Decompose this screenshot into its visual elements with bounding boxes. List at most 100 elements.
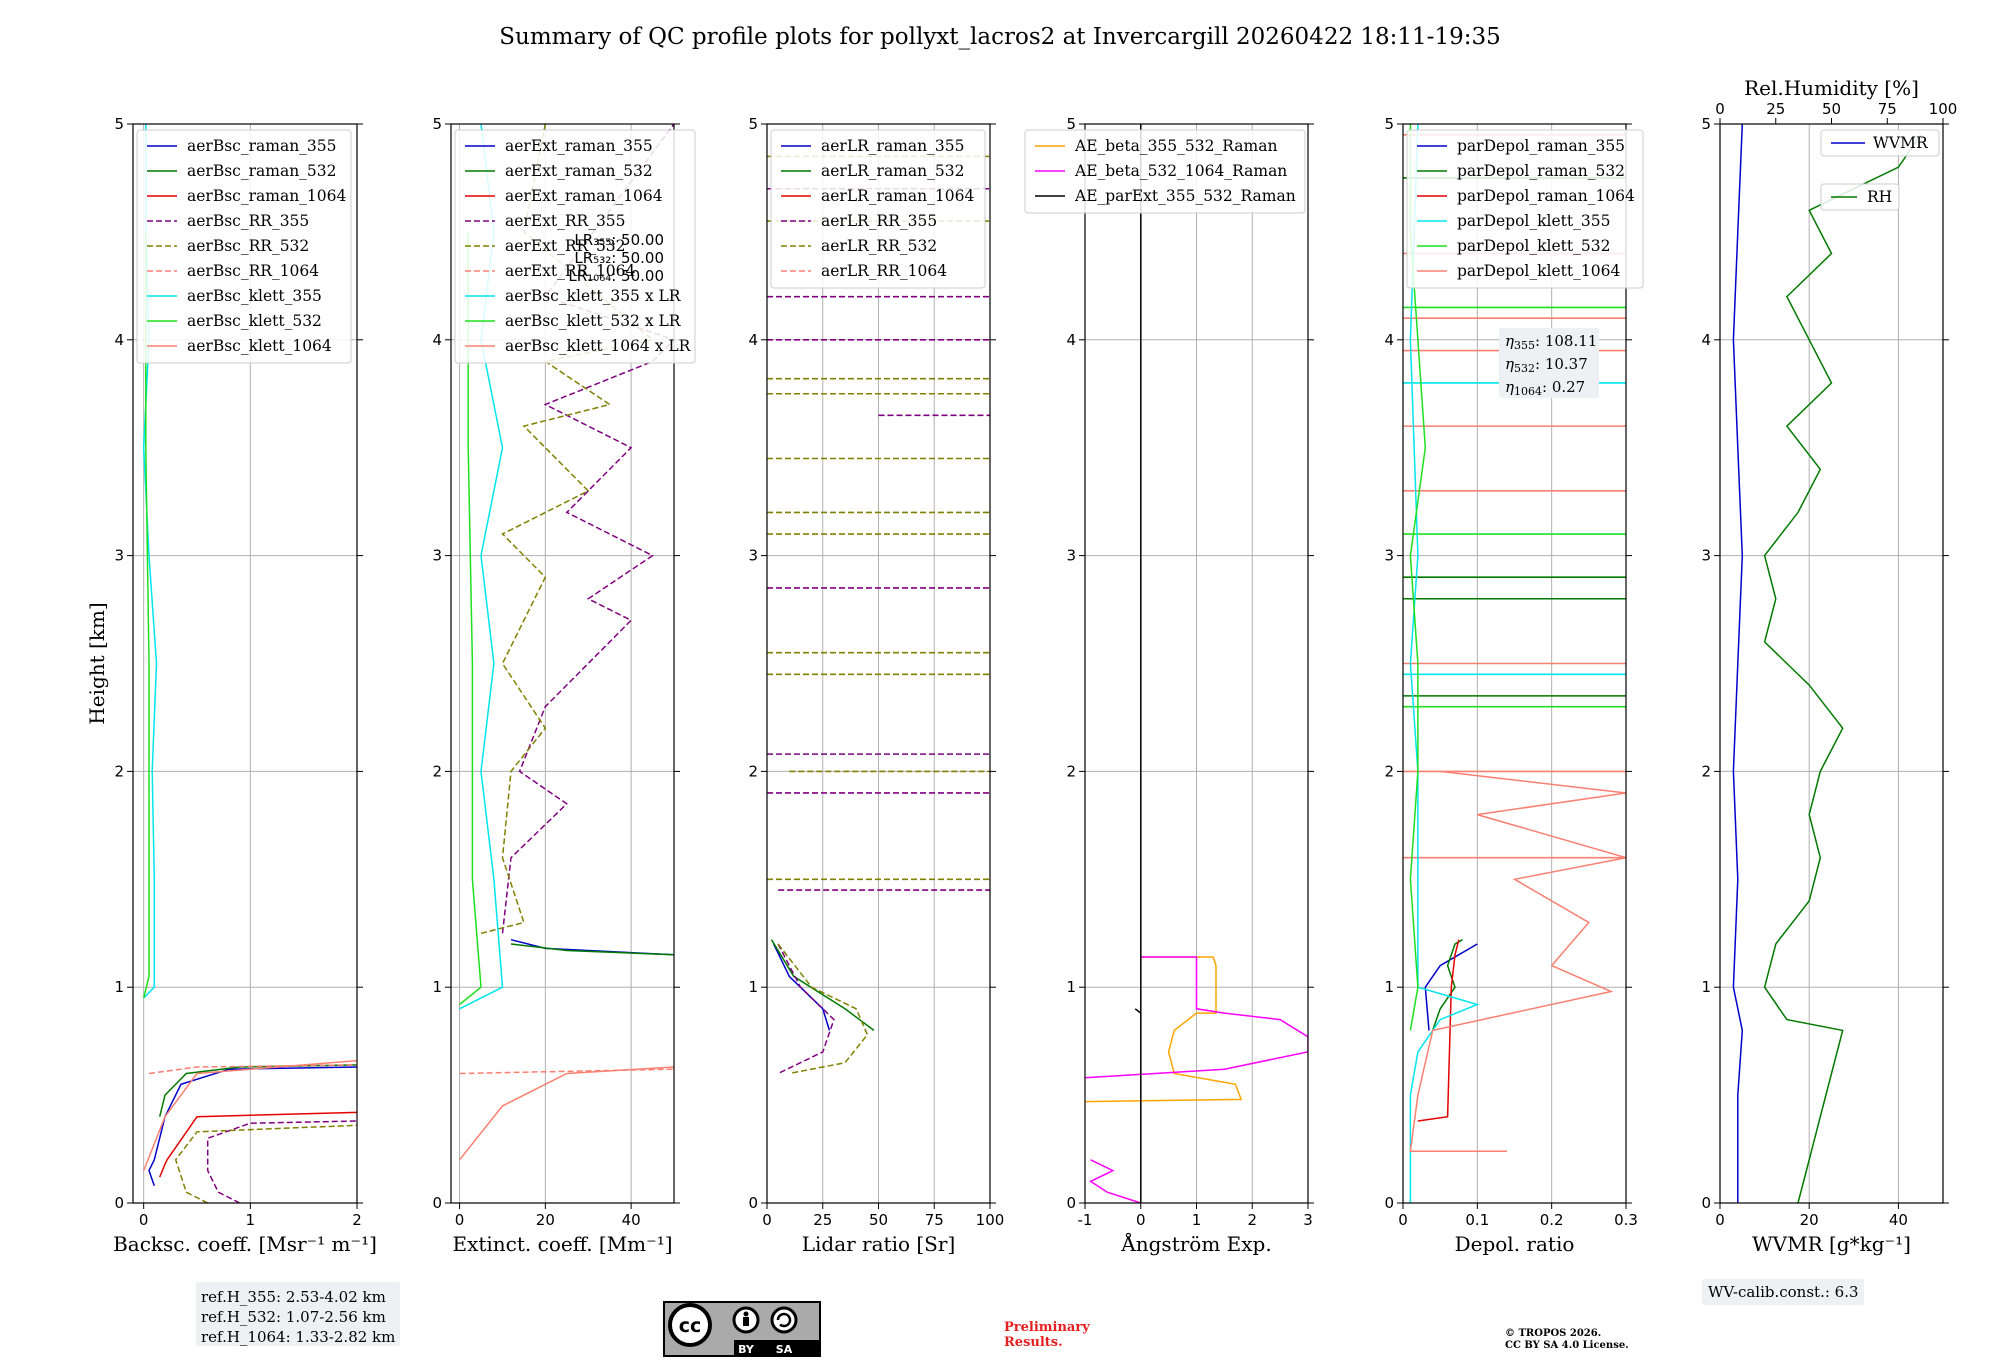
legend-label: aerExt_raman_1064 <box>505 187 663 205</box>
y-tick-label: 5 <box>1701 115 1711 133</box>
refh-line-355: ref.H_355: 2.53-4.02 km <box>201 1288 386 1306</box>
y-tick-label: 5 <box>1066 115 1076 133</box>
legend: WVMR RH <box>1820 129 1940 211</box>
x-tick-label: 0.3 <box>1614 1211 1638 1229</box>
y-tick-label: 5 <box>1384 115 1394 133</box>
top-tick-label: 50 <box>1822 100 1841 118</box>
sa-label: SA <box>776 1343 793 1356</box>
series-WVMR <box>1732 124 1744 1203</box>
legend: AE_beta_355_532_Raman AE_beta_532_1064_Ra… <box>1024 129 1306 214</box>
x-axis-label: Ångström Exp. <box>1120 1231 1271 1256</box>
y-tick-label: 3 <box>114 547 124 565</box>
x-axis-label: Extinct. coeff. [Mm⁻¹] <box>452 1232 672 1256</box>
y-tick-label: 1 <box>1384 978 1394 996</box>
copyright-line2: CC BY SA 4.0 License. <box>1505 1340 1629 1351</box>
lr-annotation: LR₅₃₂: 50.00 <box>574 249 664 267</box>
y-tick-label: 3 <box>748 547 758 565</box>
legend-label: aerLR_RR_355 <box>821 212 937 230</box>
copyright-line1: © TROPOS 2026. <box>1505 1328 1601 1339</box>
y-tick-label: 0 <box>1701 1194 1711 1212</box>
top-tick-label: 75 <box>1878 100 1897 118</box>
y-tick-label: 4 <box>432 331 442 349</box>
x-tick-label: 0 <box>762 1211 772 1229</box>
x-tick-label: 1 <box>246 1211 256 1229</box>
x-axis-label: Lidar ratio [Sr] <box>802 1232 956 1256</box>
eta-value: η355: 108.11 <box>1505 332 1597 352</box>
series-AE_beta_355_532_Raman <box>1085 956 1243 1103</box>
refh-box: ref.H_355: 2.53-4.02 km ref.H_532: 1.07-… <box>196 1282 400 1346</box>
cc-icon-label: cc <box>679 1315 702 1337</box>
series-aerLR_raman_532 <box>770 939 875 1032</box>
panel-extinction: 0 20 40 0 1 2 3 4 5 Extinct. coeff. [Mm⁻¹] aerExt_… <box>432 115 696 1256</box>
legend-label: aerBsc_RR_532 <box>187 237 309 255</box>
wv-calib-box: WV-calib.const.: 6.3 <box>1702 1279 1864 1305</box>
legend-label: aerLR_RR_532 <box>821 237 937 255</box>
by-label: BY <box>738 1343 755 1356</box>
legend-label: aerExt_raman_532 <box>505 162 653 180</box>
x-tick-label: 0 <box>1398 1211 1408 1229</box>
y-tick-label: 4 <box>748 331 758 349</box>
x-tick-label: 20 <box>1800 1211 1819 1229</box>
legend-label: RH <box>1867 188 1892 206</box>
panel-backscatter: 0 1 2 0 1 2 3 4 5 Backsc. coeff. [Msr⁻¹ m⁻¹] Heigh… <box>85 115 377 1256</box>
y-tick-label: 2 <box>1066 762 1076 780</box>
legend-label: aerExt_RR_532 <box>505 237 626 255</box>
legend-label: parDepol_raman_532 <box>1457 162 1625 180</box>
y-tick-label: 1 <box>114 978 124 996</box>
y-tick-label: 5 <box>114 115 124 133</box>
axes-frame <box>132 123 358 1204</box>
panel-lidar_ratio: 0 25 50 75 100 0 1 2 3 4 5 Lidar ratio [Sr] aerLR_ra… <box>748 115 1004 1256</box>
y-tick-label: 1 <box>1066 978 1076 996</box>
y-tick-label: 4 <box>1066 331 1076 349</box>
y-tick-label: 2 <box>1384 762 1394 780</box>
axes-frame <box>1719 123 1944 1204</box>
legend-label: aerBsc_raman_532 <box>187 162 337 180</box>
x-tick-label: 0 <box>455 1211 465 1229</box>
lr-annotation: LR₃₅₅: 50.00 <box>574 231 664 249</box>
x-tick-label: 0 <box>1136 1211 1146 1229</box>
plot-area <box>1732 124 1922 1203</box>
x-tick-label: 100 <box>976 1211 1005 1229</box>
legend-label: parDepol_raman_355 <box>1457 137 1625 155</box>
x-tick-label: 0 <box>1715 1211 1725 1229</box>
top-tick-label: 100 <box>1929 100 1958 118</box>
series-RH <box>1763 134 1922 1203</box>
x-tick-label: 1 <box>1192 1211 1202 1229</box>
axes-frame <box>450 123 675 1204</box>
y-tick-label: 2 <box>748 762 758 780</box>
series-parDepol_raman_1064 <box>1417 939 1460 1122</box>
cc-license-badge: cc BY SA <box>663 1301 821 1357</box>
preliminary-line2: Results. <box>1004 1335 1063 1350</box>
legend-label: aerBsc_raman_355 <box>187 137 337 155</box>
panel-depolarization: 0 0.1 0.2 0.3 0 1 2 3 4 5 Depol. ratio parDepol_ram… <box>1384 115 1644 1256</box>
legend-label: aerBsc_klett_355 <box>187 287 322 305</box>
y-tick-label: 2 <box>114 762 124 780</box>
series-AE_beta_532_1064_Raman <box>1085 956 1308 1079</box>
legend: parDepol_raman_355 parDepol_raman_532 parD… <box>1406 129 1644 289</box>
legend-label: aerBsc_RR_355 <box>187 212 309 230</box>
series-aerBsc_raman_355 <box>148 1066 357 1186</box>
x-tick-label: 25 <box>813 1211 832 1229</box>
x-tick-label: 2 <box>1247 1211 1257 1229</box>
y-tick-label: 3 <box>1701 547 1711 565</box>
legend-label: aerLR_RR_1064 <box>821 262 947 280</box>
y-tick-label: 3 <box>432 547 442 565</box>
series-aerBsc_klett_532 <box>142 231 150 999</box>
legend-label: aerBsc_raman_1064 <box>187 187 347 205</box>
legend-label: aerBsc_klett_532 x LR <box>505 312 682 330</box>
y-tick-label: 0 <box>1384 1194 1394 1212</box>
y-tick-label: 0 <box>432 1194 442 1212</box>
x-tick-label: 40 <box>622 1211 641 1229</box>
y-tick-label: 4 <box>1384 331 1394 349</box>
x-tick-label: 0.2 <box>1540 1211 1564 1229</box>
legend: aerLR_raman_355 aerLR_raman_532 aerLR_rama… <box>770 129 986 289</box>
legend-label: AE_beta_532_1064_Raman <box>1074 162 1287 180</box>
x-tick-label: 2 <box>352 1211 362 1229</box>
series-aerBsc_klett_1064 <box>143 1059 357 1171</box>
x-tick-label: 20 <box>536 1211 555 1229</box>
y-tick-label: 2 <box>1701 762 1711 780</box>
series-aerLR_RR_532 <box>777 943 869 1075</box>
x-axis-label: WVMR [g*kg⁻¹] <box>1752 1232 1911 1256</box>
